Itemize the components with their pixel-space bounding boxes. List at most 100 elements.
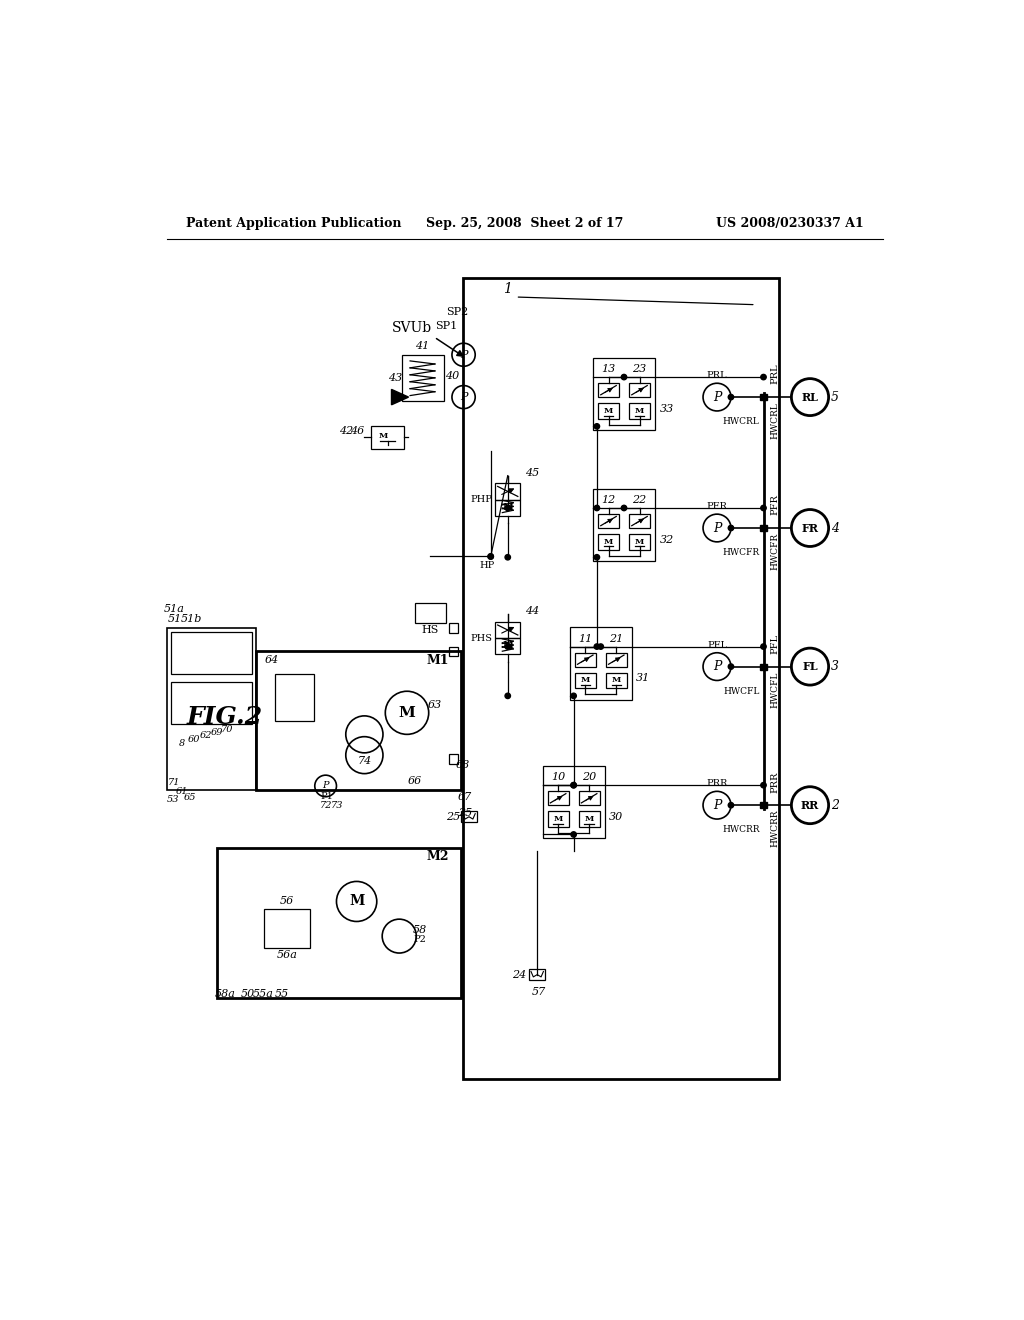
Bar — [496, 622, 520, 638]
Bar — [606, 673, 627, 688]
Bar — [543, 766, 604, 838]
Text: PRR: PRR — [707, 779, 728, 788]
Text: 10: 10 — [551, 772, 565, 783]
Circle shape — [571, 783, 577, 788]
Bar — [579, 812, 600, 826]
Bar — [529, 969, 545, 979]
Text: PFL: PFL — [771, 634, 779, 653]
Circle shape — [505, 644, 510, 649]
Text: 44: 44 — [524, 606, 539, 616]
Text: 60: 60 — [187, 735, 200, 744]
Text: 20: 20 — [582, 772, 596, 783]
Bar — [256, 651, 461, 789]
Circle shape — [761, 783, 766, 788]
Text: 67: 67 — [458, 792, 472, 803]
Circle shape — [505, 693, 510, 698]
Text: 58a: 58a — [214, 989, 236, 999]
Bar — [461, 812, 477, 822]
Text: P: P — [713, 660, 721, 673]
Text: 51b: 51b — [181, 614, 202, 624]
Bar — [275, 675, 314, 721]
Text: P: P — [460, 392, 467, 403]
Bar — [496, 499, 520, 516]
Text: HWCRL: HWCRL — [771, 401, 779, 438]
Text: M: M — [611, 676, 621, 685]
Text: 12: 12 — [601, 495, 615, 506]
Bar — [569, 627, 632, 700]
Text: 22: 22 — [633, 495, 646, 506]
Circle shape — [728, 525, 733, 531]
Bar — [579, 792, 600, 805]
Text: Patent Application Publication: Patent Application Publication — [186, 218, 401, 231]
Text: 31: 31 — [636, 673, 650, 684]
Text: 40: 40 — [444, 371, 459, 380]
Text: 70: 70 — [221, 725, 233, 734]
Text: 62: 62 — [200, 731, 212, 741]
Circle shape — [571, 832, 577, 837]
Bar — [401, 355, 444, 401]
Text: 5: 5 — [830, 391, 839, 404]
Text: M2: M2 — [427, 850, 450, 863]
Bar — [167, 628, 256, 789]
Bar — [630, 404, 650, 418]
Bar — [630, 513, 650, 528]
Bar — [630, 383, 650, 397]
Bar — [606, 653, 627, 667]
Text: 73: 73 — [331, 801, 343, 809]
Text: P: P — [323, 781, 329, 791]
Text: M: M — [604, 407, 613, 414]
Bar — [372, 425, 403, 449]
Text: P: P — [713, 521, 721, 535]
Text: 71: 71 — [168, 777, 181, 787]
Text: M: M — [585, 814, 594, 824]
Text: P: P — [460, 350, 467, 360]
Bar — [217, 847, 461, 998]
Bar — [171, 682, 252, 725]
Bar — [598, 383, 620, 397]
Text: 23: 23 — [633, 364, 646, 375]
Text: PRL: PRL — [771, 364, 779, 384]
Text: P1: P1 — [321, 792, 334, 801]
Bar — [598, 513, 620, 528]
Bar — [463, 277, 779, 1078]
Text: PFR: PFR — [707, 502, 727, 511]
Text: 51a: 51a — [164, 603, 185, 614]
Text: 1: 1 — [504, 282, 512, 296]
Text: 24: 24 — [512, 970, 526, 979]
Text: M: M — [581, 676, 590, 685]
Text: 25: 25 — [458, 808, 472, 818]
Circle shape — [761, 644, 766, 649]
Text: P: P — [713, 391, 721, 404]
Text: 33: 33 — [659, 404, 674, 413]
Text: PHP: PHP — [470, 495, 493, 504]
Text: 65: 65 — [183, 793, 197, 803]
Circle shape — [761, 506, 766, 511]
Text: FL: FL — [802, 661, 818, 672]
Circle shape — [488, 554, 494, 560]
Text: 50: 50 — [241, 989, 255, 999]
Text: P: P — [713, 799, 721, 812]
Text: RL: RL — [802, 392, 818, 403]
Text: 72: 72 — [319, 801, 332, 809]
Circle shape — [505, 554, 510, 560]
Bar — [598, 404, 620, 418]
Text: 2: 2 — [830, 799, 839, 812]
Text: PFR: PFR — [771, 495, 779, 515]
Text: 51: 51 — [167, 614, 181, 624]
Text: 25: 25 — [446, 812, 461, 822]
Text: HWCFL: HWCFL — [723, 686, 760, 696]
Text: 8: 8 — [179, 739, 185, 748]
Text: 55: 55 — [274, 989, 289, 999]
Circle shape — [488, 554, 494, 560]
Text: M: M — [554, 814, 563, 824]
Bar — [263, 909, 310, 948]
Text: HWCFL: HWCFL — [771, 672, 779, 708]
Text: FIG.2: FIG.2 — [186, 705, 262, 729]
Text: HWCRR: HWCRR — [722, 825, 760, 834]
Circle shape — [622, 506, 627, 511]
Text: 56: 56 — [280, 896, 294, 907]
Text: RR: RR — [801, 800, 819, 810]
Text: 43: 43 — [388, 372, 402, 383]
Circle shape — [761, 375, 766, 380]
Text: HWCRR: HWCRR — [771, 809, 779, 847]
